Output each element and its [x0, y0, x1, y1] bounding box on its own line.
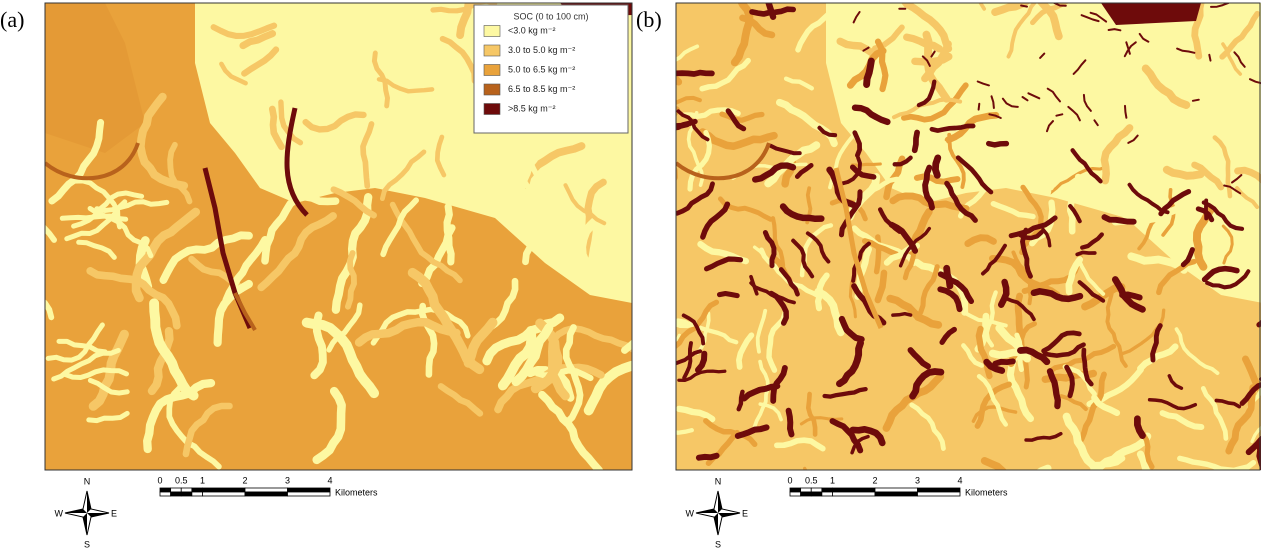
scale-segment — [192, 488, 203, 492]
stream — [655, 32, 679, 82]
stream — [789, 411, 792, 435]
scale-segment — [181, 492, 192, 496]
scale-label: 3 — [285, 475, 290, 485]
scale-segment — [181, 488, 192, 492]
scale-unit: Kilometers — [335, 487, 378, 497]
scale-label: 3 — [915, 475, 920, 485]
stream — [1209, 55, 1210, 61]
scale-segment — [801, 492, 812, 496]
compass-letter: S — [84, 539, 90, 549]
stream — [979, 104, 980, 110]
scale-segment — [288, 488, 331, 492]
scale-label: 0.5 — [175, 475, 188, 485]
scale-unit: Kilometers — [965, 487, 1008, 497]
stream — [62, 216, 125, 219]
scale-segment — [245, 492, 288, 496]
scale-segment — [203, 488, 246, 492]
legend-label: 3.0 to 5.0 kg m⁻² — [508, 45, 575, 55]
stream — [699, 456, 717, 458]
scale-label: 4 — [327, 475, 332, 485]
legend-swatch — [484, 84, 500, 95]
scale-segment — [801, 488, 812, 492]
legend-label: >8.5 kg m⁻² — [508, 103, 556, 113]
scale-segment — [790, 488, 801, 492]
scale-segment — [875, 492, 918, 496]
north-arrow: N S W E — [686, 476, 749, 549]
compass-letter: E — [111, 508, 117, 518]
scale-label: 2 — [872, 475, 877, 485]
legend-swatch — [484, 104, 500, 115]
compass-letter: W — [686, 508, 695, 518]
scale-segment — [875, 488, 918, 492]
scale-label: 0 — [787, 475, 792, 485]
scale-segment — [833, 492, 876, 496]
legend-label: 5.0 to 6.5 kg m⁻² — [508, 64, 575, 74]
compass-letter: N — [84, 476, 91, 486]
stream — [669, 110, 676, 177]
legend-title: SOC (0 to 100 cm) — [513, 11, 588, 21]
scale-segment — [245, 488, 288, 492]
scale-label: 2 — [242, 475, 247, 485]
compass-letter: N — [715, 476, 722, 486]
figure: (a) (b) NSWE00.51234KilometersNSWE00.512… — [0, 0, 1261, 552]
legend-label: 6.5 to 8.5 kg m⁻² — [508, 84, 575, 94]
compass-letter: S — [715, 539, 721, 549]
scale-label: 4 — [957, 475, 962, 485]
stream — [989, 144, 1007, 145]
map — [617, 0, 1261, 538]
stream — [1056, 114, 1062, 115]
scale-segment — [918, 488, 961, 492]
scale-segment — [203, 492, 246, 496]
scale-segment — [171, 492, 182, 496]
scale-label: 0 — [157, 475, 162, 485]
stream — [1109, 29, 1121, 30]
scale-segment — [833, 488, 876, 492]
scale-label: 1 — [830, 475, 835, 485]
scale-label: 0.5 — [805, 475, 818, 485]
stream — [1021, 6, 1027, 7]
scale-segment — [811, 492, 822, 496]
scale-label: 1 — [200, 475, 205, 485]
stream — [1122, 295, 1140, 298]
legend-swatch — [484, 26, 500, 37]
panel-label: (b) — [636, 7, 662, 32]
stream — [995, 361, 1013, 363]
stream — [935, 158, 937, 175]
scale-segment — [288, 492, 331, 496]
stream — [852, 164, 880, 165]
stream — [676, 73, 712, 74]
scale-segment — [160, 488, 171, 492]
stream — [893, 314, 911, 315]
compass-letter: W — [55, 508, 64, 518]
stream — [1020, 468, 1048, 497]
panel-label: (a) — [0, 7, 24, 32]
legend: SOC (0 to 100 cm) <3.0 kg m⁻² 3.0 to 5.0 … — [474, 5, 628, 133]
scale-segment — [790, 492, 801, 496]
scale-segment — [171, 488, 182, 492]
scale-segment — [918, 492, 961, 496]
stream — [1077, 252, 1095, 254]
scale-segment — [822, 488, 833, 492]
scale-segment — [811, 488, 822, 492]
scale-segment — [192, 492, 203, 496]
legend-swatch — [484, 65, 500, 76]
legend-swatch — [484, 45, 500, 56]
stream — [915, 133, 917, 151]
stream — [1193, 100, 1199, 101]
legend-label: <3.0 kg m⁻² — [508, 25, 556, 35]
scale-segment — [822, 492, 833, 496]
north-arrow: N S W E — [55, 476, 118, 549]
scale-segment — [160, 492, 171, 496]
stream — [720, 294, 738, 296]
compass-letter: E — [742, 508, 748, 518]
